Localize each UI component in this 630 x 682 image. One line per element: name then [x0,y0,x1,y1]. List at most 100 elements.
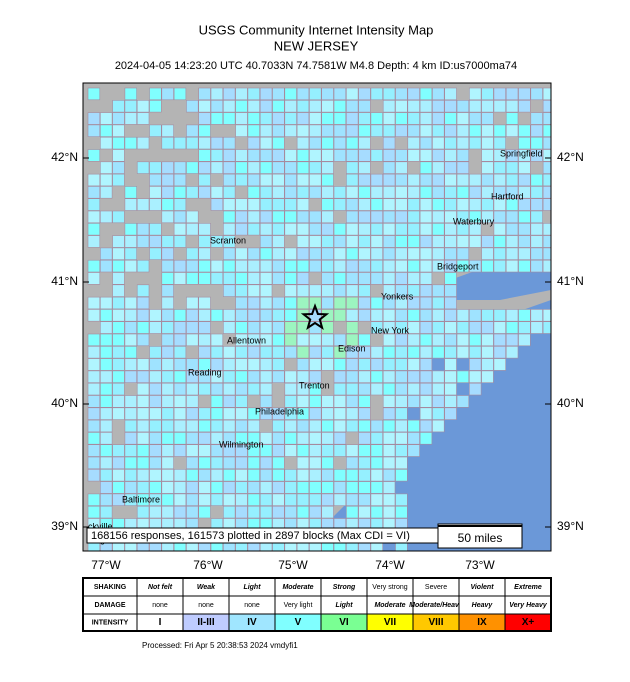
intensity-cell [345,419,359,433]
intensity-cell [223,186,236,199]
intensity-cell [100,136,113,150]
intensity-cell [198,333,211,347]
intensity-cell [432,284,445,297]
intensity-cell [444,161,457,174]
intensity-cell [518,247,531,260]
intensity-cell [382,493,396,506]
intensity-cell [136,432,150,445]
intensity-cell [333,100,347,113]
intensity-cell [259,432,273,445]
intensity-cell [198,124,211,138]
intensity-cell [259,296,273,310]
intensity-cell [296,149,310,162]
intensity-cell [173,468,187,482]
intensity-cell [247,210,260,224]
intensity-cell [309,333,322,347]
intensity-cell [87,345,101,359]
intensity-cell [112,444,125,457]
intensity-cell [432,419,445,433]
intensity-cell [173,173,187,187]
intensity-cell [198,173,211,187]
intensity-cell [87,358,101,371]
event-info: 2024-04-05 14:23:20 UTC 40.7033N 74.7581… [115,60,517,72]
intensity-cell [161,210,174,224]
intensity-cell [87,210,101,224]
intensity-cell [161,136,174,150]
intensity-cell [136,136,150,150]
intensity-cell [186,382,199,396]
intensity-cell [505,100,519,113]
intensity-cell [186,272,199,285]
intensity-cell [223,210,236,224]
intensity-cell [333,223,347,236]
intensity-cell [333,382,347,396]
legend-text: none [152,602,168,609]
intensity-cell [333,186,347,199]
intensity-cell [395,419,408,433]
intensity-cell [481,210,494,224]
intensity-cell [136,296,150,310]
intensity-cell [432,223,445,236]
intensity-cell [247,493,260,506]
intensity-cell [321,272,334,285]
intensity-cell [530,87,543,101]
intensity-cell [309,284,322,297]
intensity-cell [259,382,273,396]
intensity-cell [309,370,322,383]
intensity-cell [87,395,101,408]
intensity-cell [382,112,396,125]
intensity-cell [136,382,150,396]
intensity-cell [395,333,408,347]
intensity-cell [272,542,285,551]
intensity-cell [456,395,470,408]
intensity-cell [432,247,445,260]
intensity-cell [419,112,433,125]
intensity-cell [259,235,273,248]
intensity-cell [124,321,138,334]
intensity-cell [247,382,260,396]
intensity-cell [468,210,482,224]
intensity-cell [345,149,359,162]
intensity-cell [247,542,260,551]
intensity-cell [124,456,138,470]
city-label: Trenton [299,380,330,390]
intensity-cell [186,419,199,433]
intensity-cell [456,173,470,187]
intensity-cell [370,358,383,371]
lon-label: 73°W [465,558,495,572]
intensity-cell [530,247,543,260]
intensity-cell [124,481,138,494]
intensity-cell [358,395,371,408]
intensity-cell [505,259,519,273]
intensity-cell [345,481,359,494]
intensity-cell [419,382,433,396]
intensity-cell [345,124,359,138]
intensity-cell [259,345,273,359]
intensity-cell [468,223,482,236]
intensity-cell [112,345,125,359]
intensity-cell [198,321,211,334]
intensity-cell [259,444,273,457]
intensity-cell [382,456,396,470]
intensity-cell [542,309,551,322]
intensity-cell [321,345,334,359]
intensity-cell [444,149,457,162]
intensity-cell [333,149,347,162]
intensity-cell [112,259,125,273]
intensity-cell [235,370,248,383]
lon-label: 74°W [375,558,405,572]
intensity-cell [518,333,531,347]
intensity-cell [395,382,408,396]
intensity-cell [124,309,138,322]
intensity-cell [358,432,371,445]
intensity-cell [321,419,334,433]
legend-text: IV [247,617,257,628]
intensity-cell [161,382,174,396]
intensity-cell [407,223,420,236]
intensity-cell [112,272,125,285]
legend-text: VI [339,617,349,628]
city-label: Springfield [500,148,543,158]
intensity-cell [395,395,408,408]
intensity-cell [333,481,347,494]
intensity-cell [395,161,408,174]
